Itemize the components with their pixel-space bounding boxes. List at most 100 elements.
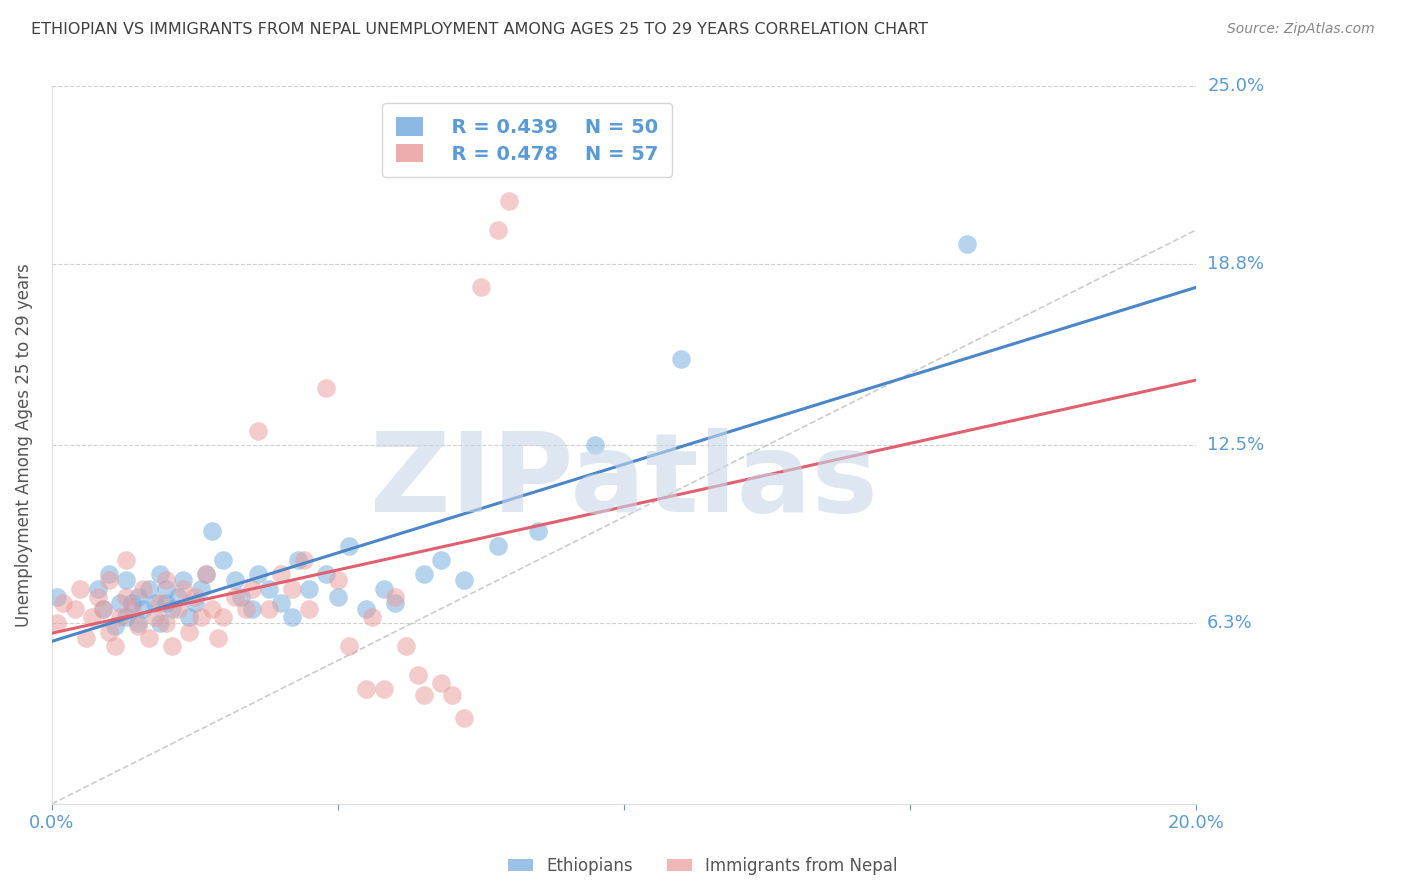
Point bbox=[246, 424, 269, 438]
Point bbox=[91, 602, 114, 616]
Point bbox=[115, 573, 138, 587]
Text: 25.0%: 25.0% bbox=[1208, 78, 1264, 95]
Point bbox=[190, 610, 212, 624]
Point bbox=[86, 582, 108, 596]
Point bbox=[184, 591, 207, 605]
Point bbox=[287, 553, 309, 567]
Y-axis label: Unemployment Among Ages 25 to 29 years: Unemployment Among Ages 25 to 29 years bbox=[15, 263, 32, 627]
Point bbox=[201, 524, 224, 539]
Point bbox=[155, 616, 177, 631]
Point bbox=[207, 631, 229, 645]
Point bbox=[315, 381, 337, 395]
Point bbox=[127, 591, 149, 605]
Point bbox=[132, 602, 155, 616]
Point bbox=[138, 582, 160, 596]
Point bbox=[235, 602, 257, 616]
Point bbox=[257, 602, 280, 616]
Point bbox=[98, 567, 121, 582]
Point bbox=[224, 591, 246, 605]
Point bbox=[127, 616, 149, 631]
Point bbox=[270, 567, 292, 582]
Point bbox=[201, 602, 224, 616]
Point bbox=[406, 668, 429, 682]
Text: 18.8%: 18.8% bbox=[1208, 255, 1264, 273]
Point bbox=[98, 573, 121, 587]
Point bbox=[46, 616, 69, 631]
Point bbox=[80, 610, 103, 624]
Point bbox=[361, 610, 384, 624]
Point bbox=[110, 596, 132, 610]
Point bbox=[669, 352, 692, 367]
Point bbox=[190, 582, 212, 596]
Point bbox=[46, 591, 69, 605]
Point bbox=[104, 639, 127, 653]
Point bbox=[453, 573, 475, 587]
Point bbox=[104, 619, 127, 633]
Point bbox=[326, 591, 349, 605]
Point bbox=[246, 567, 269, 582]
Point bbox=[356, 602, 378, 616]
Point bbox=[292, 553, 315, 567]
Point bbox=[430, 553, 453, 567]
Point bbox=[470, 280, 492, 294]
Point bbox=[956, 237, 979, 252]
Point bbox=[160, 639, 183, 653]
Text: Source: ZipAtlas.com: Source: ZipAtlas.com bbox=[1227, 22, 1375, 37]
Point bbox=[149, 616, 172, 631]
Point bbox=[384, 596, 406, 610]
Point bbox=[52, 596, 75, 610]
Point bbox=[583, 438, 606, 452]
Point bbox=[229, 591, 252, 605]
Point bbox=[240, 582, 263, 596]
Point bbox=[395, 639, 418, 653]
Point bbox=[155, 596, 177, 610]
Point bbox=[132, 582, 155, 596]
Point bbox=[91, 602, 114, 616]
Point bbox=[177, 624, 200, 639]
Text: ZIPatlas: ZIPatlas bbox=[370, 427, 877, 534]
Point bbox=[172, 573, 194, 587]
Text: 12.5%: 12.5% bbox=[1208, 436, 1264, 454]
Point bbox=[172, 582, 194, 596]
Point bbox=[86, 591, 108, 605]
Point bbox=[498, 194, 520, 209]
Text: 6.3%: 6.3% bbox=[1208, 615, 1253, 632]
Point bbox=[240, 602, 263, 616]
Point bbox=[166, 602, 188, 616]
Point bbox=[373, 582, 395, 596]
Point bbox=[184, 596, 207, 610]
Point bbox=[149, 567, 172, 582]
Point bbox=[486, 223, 509, 237]
Point bbox=[315, 567, 337, 582]
Point bbox=[326, 573, 349, 587]
Point bbox=[155, 582, 177, 596]
Point bbox=[212, 610, 235, 624]
Point bbox=[110, 610, 132, 624]
Point bbox=[453, 711, 475, 725]
Point bbox=[75, 631, 97, 645]
Point bbox=[195, 567, 218, 582]
Point bbox=[430, 676, 453, 690]
Point bbox=[63, 602, 86, 616]
Legend: Ethiopians, Immigrants from Nepal: Ethiopians, Immigrants from Nepal bbox=[502, 850, 904, 882]
Point bbox=[486, 539, 509, 553]
Point bbox=[281, 610, 304, 624]
Point bbox=[270, 596, 292, 610]
Point bbox=[195, 567, 218, 582]
Point bbox=[143, 596, 166, 610]
Point bbox=[356, 682, 378, 697]
Point bbox=[412, 688, 434, 702]
Point bbox=[138, 631, 160, 645]
Point bbox=[281, 582, 304, 596]
Point bbox=[149, 596, 172, 610]
Point bbox=[177, 610, 200, 624]
Point bbox=[298, 582, 321, 596]
Point bbox=[298, 602, 321, 616]
Point bbox=[527, 524, 550, 539]
Point bbox=[115, 553, 138, 567]
Point bbox=[337, 639, 360, 653]
Point bbox=[127, 619, 149, 633]
Point bbox=[121, 596, 143, 610]
Point bbox=[166, 591, 188, 605]
Legend:   R = 0.439    N = 50,   R = 0.478    N = 57: R = 0.439 N = 50, R = 0.478 N = 57 bbox=[382, 103, 672, 178]
